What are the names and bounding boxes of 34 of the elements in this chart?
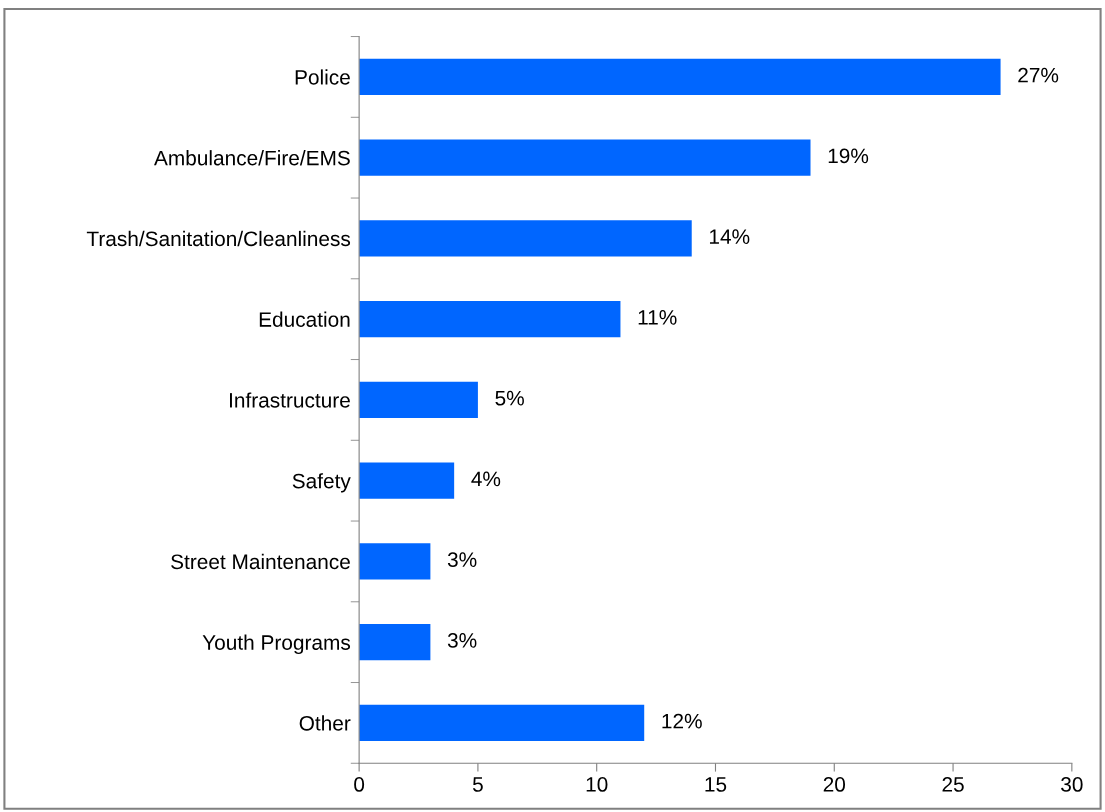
bar [359,381,478,419]
y-tick-label: Police [295,69,350,85]
data-label: 11% [638,310,677,325]
bar [359,58,1001,96]
x-tick-label: 5 [472,777,483,792]
y-tick-label: Youth Programs [202,634,351,655]
bar [359,462,455,499]
x-tick-label: 25 [942,777,964,792]
bar [359,300,621,338]
y-tick-label: Safety [292,473,351,493]
data-label: 27% [1018,67,1059,83]
y-tick-label: Trash/Sanitation/Cleanliness [86,230,351,247]
data-label: 19% [828,148,869,164]
data-label: 14% [709,229,750,244]
y-tick-label: Ambulance/Fire/EMS [154,150,350,166]
y-tick-label: Infrastructure [229,392,350,408]
data-label: 12% [662,713,702,729]
x-tick-label: 20 [823,777,846,792]
data-label: 3% [447,633,477,648]
x-tick-label: 0 [354,777,365,792]
y-tick-label: Education [259,311,350,327]
bar [359,139,811,176]
x-tick-label: 10 [586,777,608,792]
x-tick-label: 30 [1061,777,1083,792]
data-label: 5% [495,390,524,406]
y-tick-label: Other [299,715,351,731]
bar [359,704,645,742]
bar [359,220,692,257]
data-label: 3% [447,552,477,567]
bar [359,543,431,580]
data-label: 4% [471,471,501,487]
y-tick-label: Street Maintenance [171,553,350,570]
bar [359,623,431,661]
x-tick-label: 15 [705,777,727,792]
